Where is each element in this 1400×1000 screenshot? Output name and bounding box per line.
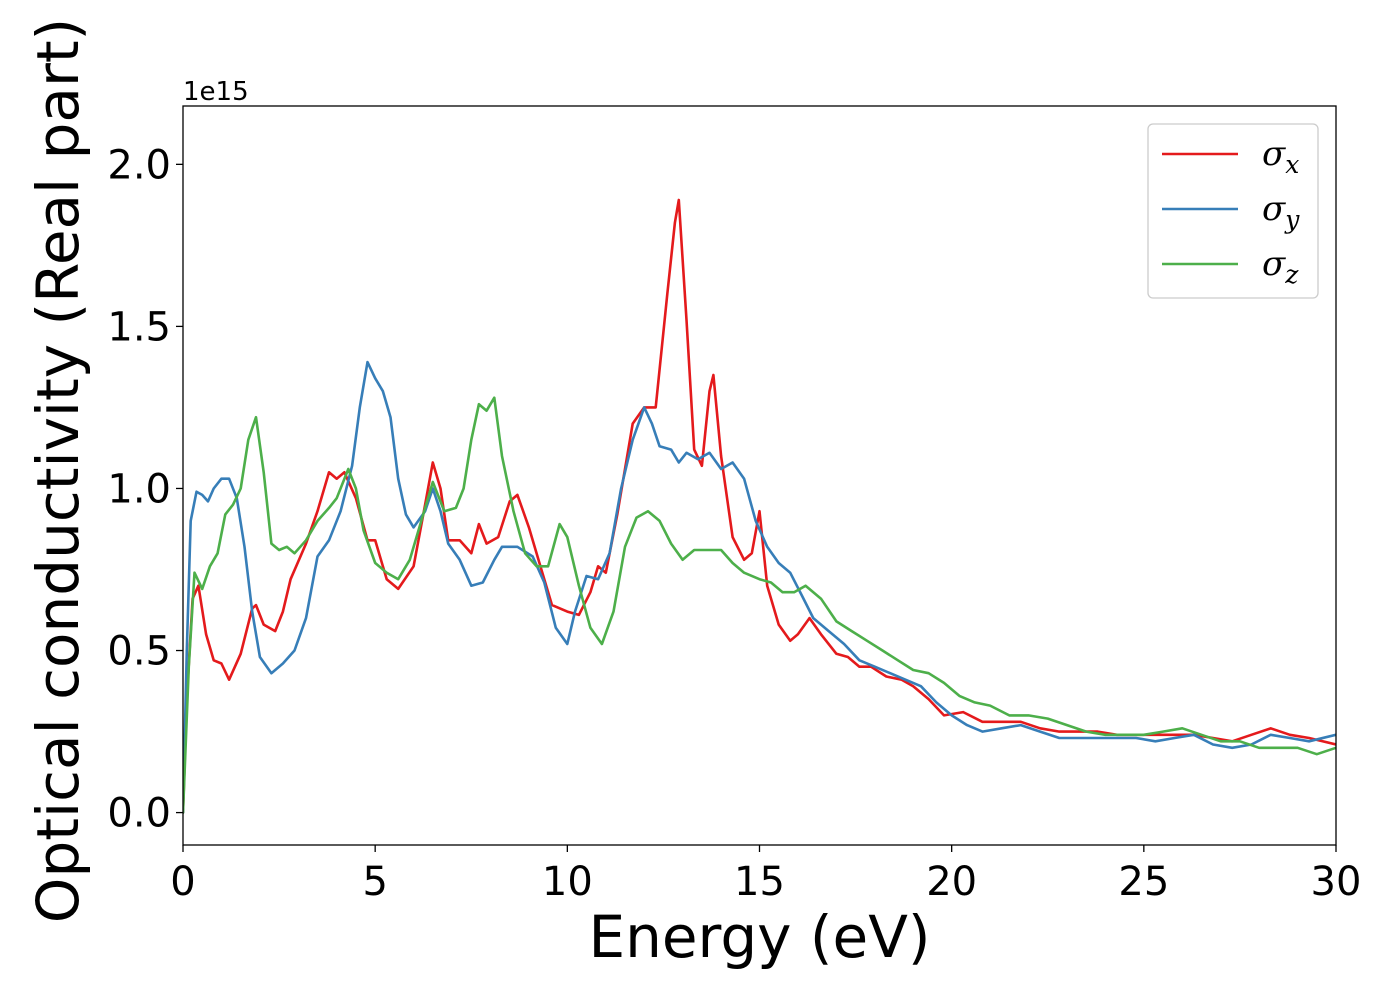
legend-label-z: σz bbox=[1262, 244, 1299, 289]
series-line-x bbox=[183, 198, 1336, 814]
y-tick-label: 1.0 bbox=[107, 466, 171, 512]
x-tick-label: 20 bbox=[926, 859, 977, 905]
y-tick-label: 0.0 bbox=[107, 791, 171, 837]
x-tick-label: 5 bbox=[362, 859, 387, 905]
legend-label-x: σx bbox=[1262, 134, 1299, 179]
series-line-y bbox=[183, 360, 1336, 814]
legend: σx σy σz bbox=[1147, 123, 1319, 299]
y-axis-title: Optical conductivity (Real part) bbox=[24, 18, 92, 923]
legend-label-y: σy bbox=[1262, 189, 1300, 234]
series-line-z bbox=[183, 396, 1336, 814]
y-offset-label: 1e15 bbox=[183, 77, 249, 107]
y-tick-label: 0.5 bbox=[107, 629, 171, 675]
x-tick-label: 10 bbox=[542, 859, 593, 905]
x-tick-label: 25 bbox=[1118, 859, 1169, 905]
x-axis-title: Energy (eV) bbox=[588, 903, 930, 971]
ticks-layer: 0 5 10 15 20 25 30 0.0 0.5 1.0 1.5 2.0 bbox=[107, 142, 1361, 905]
y-tick-label: 2.0 bbox=[107, 142, 171, 188]
plot-layer bbox=[183, 198, 1336, 814]
x-tick-label: 0 bbox=[170, 859, 195, 905]
x-tick-label: 30 bbox=[1311, 859, 1362, 905]
legend-box bbox=[1147, 123, 1319, 299]
y-tick-label: 1.5 bbox=[107, 304, 171, 350]
x-tick-label: 15 bbox=[734, 859, 785, 905]
